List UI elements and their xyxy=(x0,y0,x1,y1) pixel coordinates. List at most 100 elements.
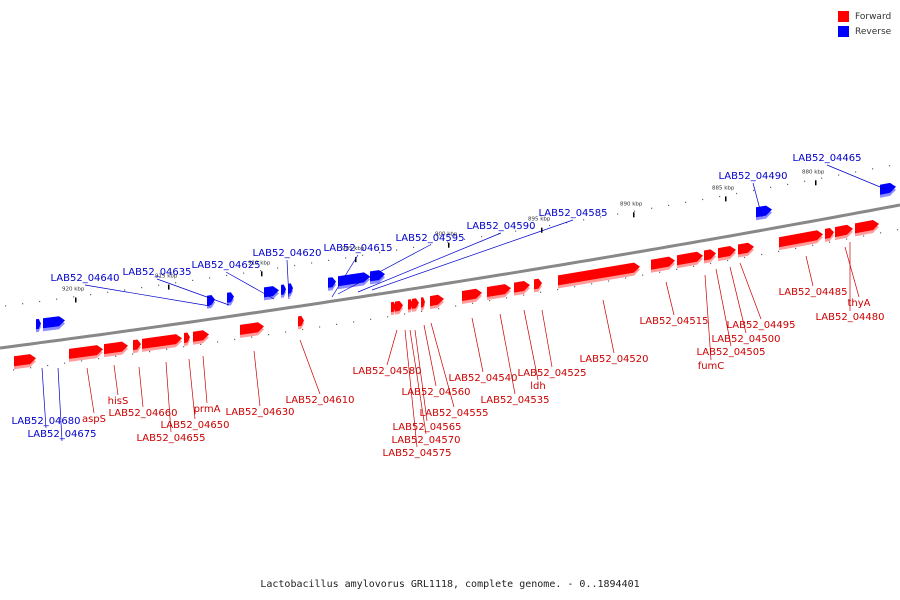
scale-dot xyxy=(829,241,831,243)
leader-line xyxy=(138,366,144,408)
scale-dot xyxy=(285,331,287,333)
leader-line xyxy=(471,317,484,373)
scale-tick-label: 885 kbp xyxy=(712,185,735,191)
reverse-gene-arrow xyxy=(43,316,65,329)
scale-dot xyxy=(591,283,593,285)
scale-dot xyxy=(685,201,687,203)
scale-tick-label: 890 kbp xyxy=(620,201,643,207)
gene-label: LAB52_04590 xyxy=(466,221,535,232)
leader-line xyxy=(665,281,675,316)
scale-dot xyxy=(64,362,66,364)
scale-dot xyxy=(81,360,83,362)
map-caption: Lactobacillus amylovorus GRL1118, comple… xyxy=(260,579,640,590)
scale-dot xyxy=(132,353,134,355)
scale-dot xyxy=(744,256,746,259)
forward-gene-arrow xyxy=(193,330,209,342)
reverse-gene-arrow xyxy=(281,284,286,295)
scale-dot xyxy=(566,222,568,224)
scale-dot xyxy=(804,180,806,182)
scale-tick xyxy=(815,180,817,186)
scale-dot xyxy=(260,270,262,272)
scale-dot xyxy=(880,232,882,234)
gene-label: LAB52_04570 xyxy=(391,435,460,446)
forward-gene-arrow xyxy=(534,278,542,290)
scale-dot xyxy=(226,274,228,277)
reverse-gene-arrow xyxy=(36,318,41,330)
forward-gene-arrow xyxy=(412,298,419,309)
scale-dot xyxy=(668,204,670,206)
gene-label: ldh xyxy=(530,381,545,392)
forward-gene-arrow xyxy=(738,242,754,255)
scale-tick xyxy=(633,212,635,218)
scale-dot xyxy=(710,262,712,265)
scale-dot xyxy=(124,289,126,291)
reverse-swatch xyxy=(838,26,849,37)
reverse-gene-arrow xyxy=(227,292,234,303)
scale-dot xyxy=(175,282,177,284)
forward-gene-arrow xyxy=(391,301,396,313)
scale-dot xyxy=(149,351,151,353)
scale-dot xyxy=(183,346,185,348)
scale-tick xyxy=(168,284,170,290)
gene-label: LAB52_04535 xyxy=(480,395,549,406)
forward-gene-arrow xyxy=(69,345,103,359)
scale-dot xyxy=(863,235,865,237)
leader-line xyxy=(404,329,418,448)
scale-dot xyxy=(719,195,721,198)
scale-dot xyxy=(200,343,202,345)
reverse-gene-arrow xyxy=(370,270,385,282)
leader-line xyxy=(371,219,574,291)
scale-dot xyxy=(277,267,279,269)
scale-dot xyxy=(727,259,729,262)
gene-label: LAB52_04640 xyxy=(50,273,119,284)
scale-dot xyxy=(430,244,432,246)
scale-dot xyxy=(47,364,49,367)
scale-dot xyxy=(838,174,840,176)
forward-gene-arrow xyxy=(677,251,703,266)
legend-reverse-label: Reverse xyxy=(855,26,892,37)
scale-dot xyxy=(251,336,253,338)
scale-tick-label: 895 kbp xyxy=(528,217,551,223)
leader-line xyxy=(752,182,763,218)
scale-dot xyxy=(651,207,653,209)
scale-dot xyxy=(158,284,160,286)
gene-label: LAB52_04620 xyxy=(252,248,321,259)
gene-label: LAB52_04655 xyxy=(136,433,205,444)
forward-gene-arrow xyxy=(133,339,141,351)
scale-dot xyxy=(617,213,619,215)
scale-dot xyxy=(362,254,364,256)
scale-dot xyxy=(370,318,372,320)
forward-gene-arrow xyxy=(298,315,304,327)
leader-line xyxy=(57,367,63,442)
gene-label: LAB52_04485 xyxy=(778,287,847,298)
leader-line xyxy=(826,164,886,190)
gene-label: LAB52_04465 xyxy=(792,153,861,164)
reverse-gene-arrow xyxy=(264,286,279,298)
gene-label: LAB52_04495 xyxy=(726,320,795,331)
scale-dot xyxy=(855,171,857,173)
gene-label: prmA xyxy=(194,404,221,415)
legend: Forward Reverse xyxy=(838,9,900,39)
scale-dot xyxy=(39,300,41,303)
gene-label: LAB52_04580 xyxy=(352,366,421,377)
gene-label: LAB52_04525 xyxy=(517,368,586,379)
genome-backbone xyxy=(0,203,900,350)
leader-line xyxy=(253,350,261,407)
scale-dot xyxy=(56,298,58,300)
scale-dot xyxy=(302,328,304,331)
leader-line xyxy=(156,278,230,306)
scale-dot xyxy=(540,291,542,293)
forward-gene-arrow xyxy=(240,322,264,335)
gene-label: LAB52_04490 xyxy=(718,171,787,182)
gene-label: LAB52_04555 xyxy=(419,408,488,419)
gene-label: hisS xyxy=(108,396,129,407)
forward-gene-arrow xyxy=(487,284,511,297)
scale-dot xyxy=(115,355,117,357)
scale-dot xyxy=(13,369,15,371)
forward-gene-arrow xyxy=(14,354,36,367)
forward-gene-arrow xyxy=(142,334,182,349)
scale-tick xyxy=(355,257,357,263)
scale-dot xyxy=(107,291,109,293)
scale-dot xyxy=(812,244,814,246)
